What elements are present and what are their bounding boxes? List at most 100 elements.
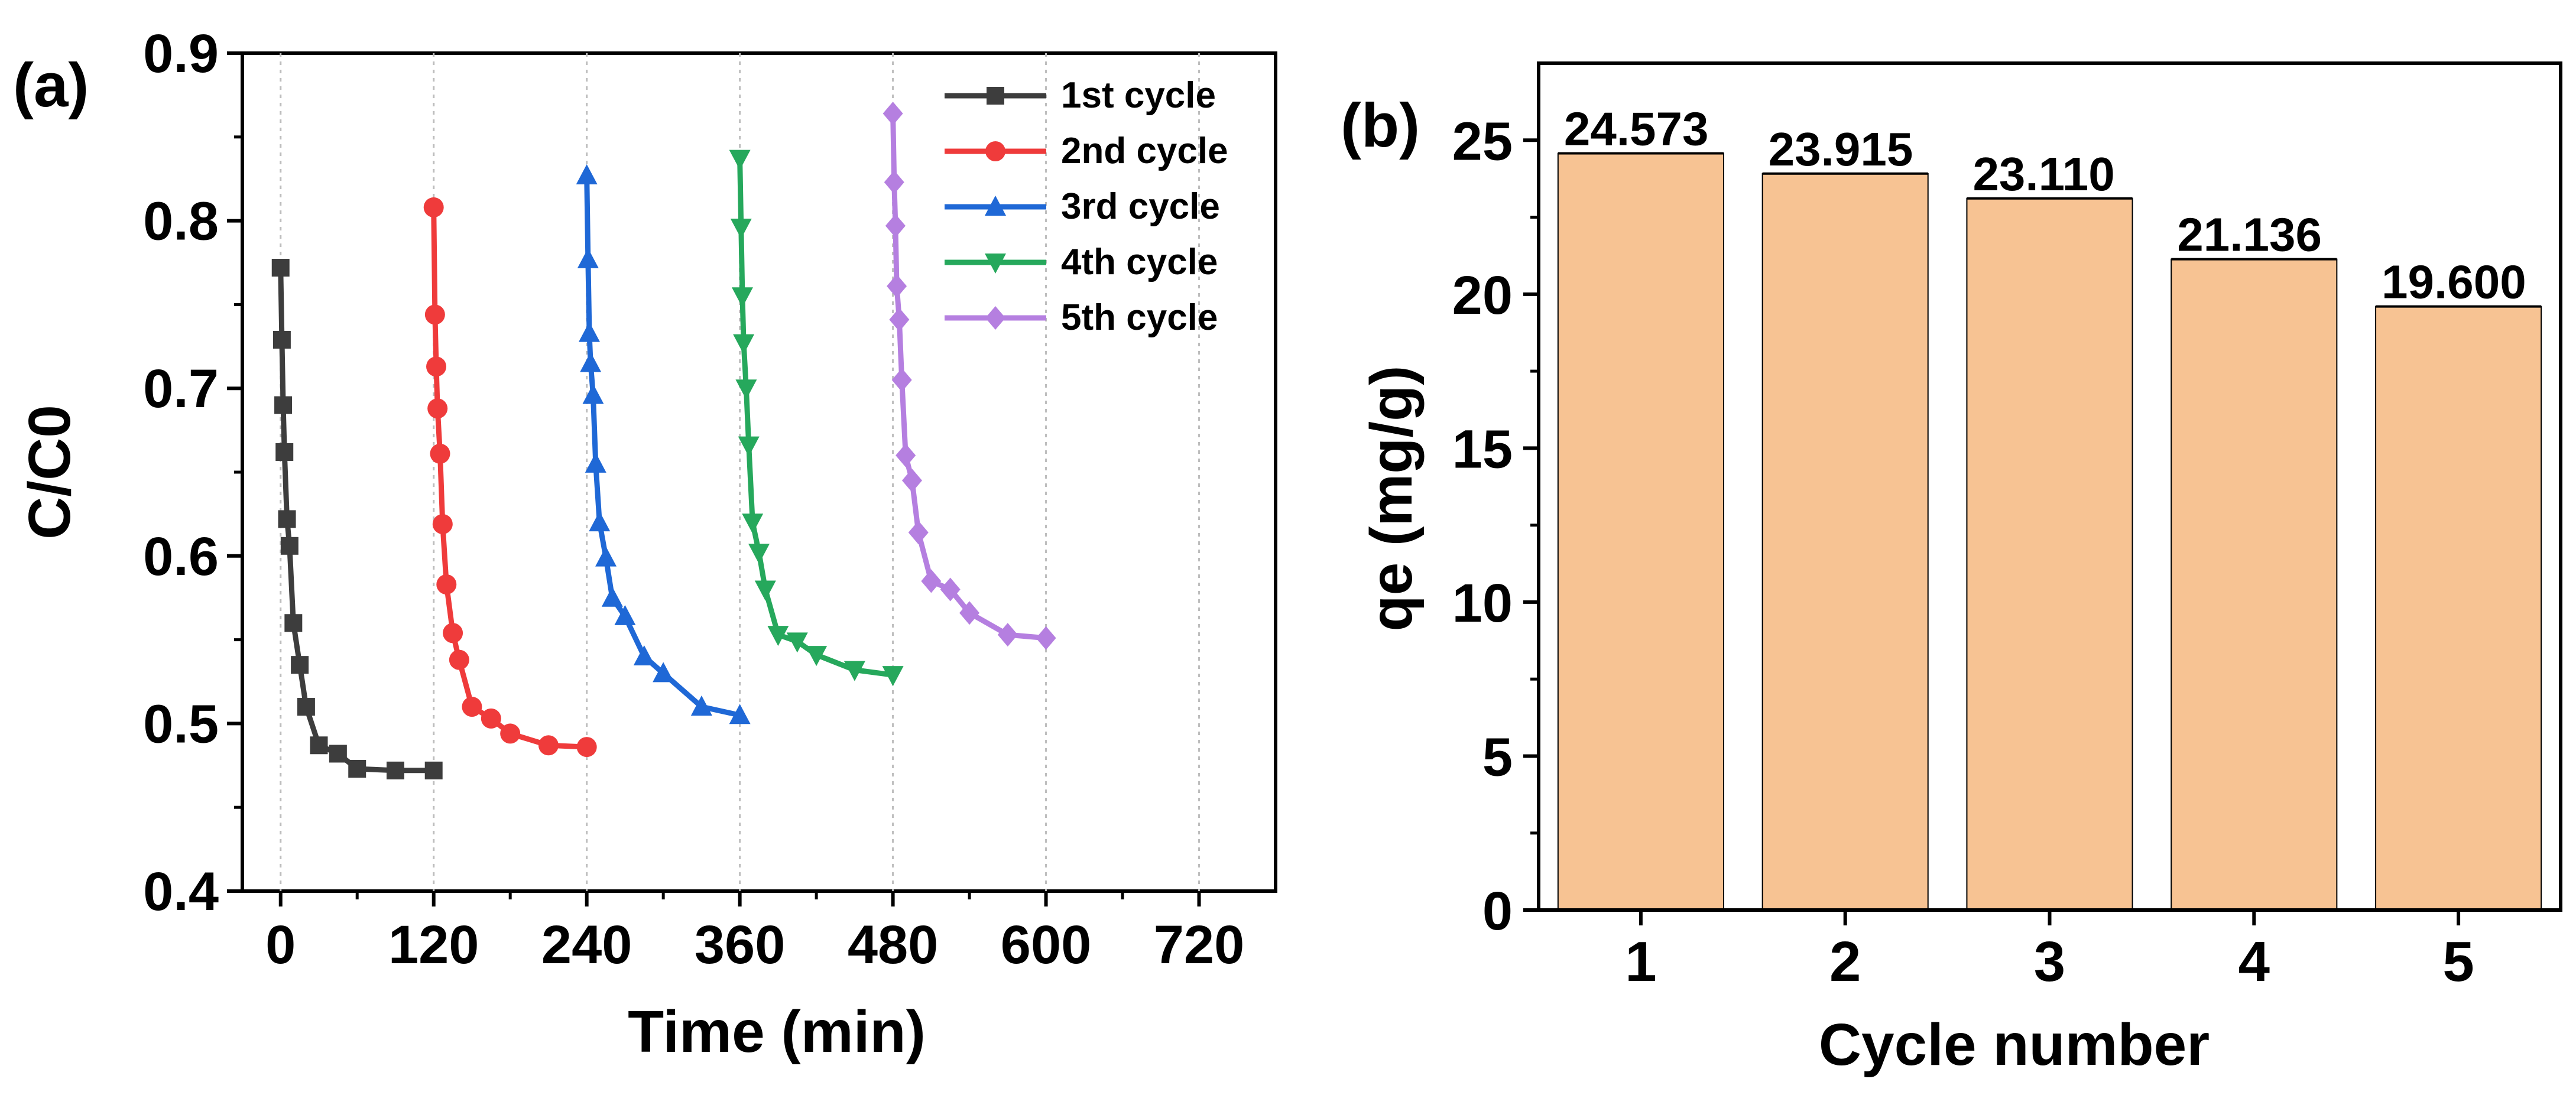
legend-marker-1 [987, 87, 1004, 105]
x-tick-label-4: 480 [848, 915, 939, 975]
series-3-point-6 [589, 511, 611, 532]
legend-marker-4 [985, 254, 1006, 274]
bar-3 [1966, 197, 2133, 911]
legend-marker-2 [985, 141, 1005, 161]
y-tick-label-5: 25 [1452, 111, 1513, 171]
y-tick-label-0: 0 [1482, 881, 1513, 941]
panel-a-axes: 0 120 240 360 480 600 720 0.4 0.5 0.6 0.7 0.8 0.9 [143, 24, 1244, 975]
bar-4 [2171, 258, 2338, 911]
series-3-line [584, 175, 741, 718]
series-5-point-11 [959, 601, 980, 625]
series-5-point-3 [887, 274, 907, 298]
x-tick-label-1: 1 [1625, 930, 1656, 993]
y-tick-label-5: 0.9 [143, 24, 219, 84]
series-2-point-4 [430, 443, 450, 464]
y-tick-label-2: 0.6 [143, 527, 219, 587]
series-1-point-11 [348, 759, 366, 778]
x-tick-label-5: 600 [1001, 915, 1092, 975]
legend-marker-5 [985, 306, 1005, 330]
series-1-point-2 [274, 396, 293, 414]
panel-a-legend: 1st cycle 2nd cycle 3rd cycle 4th cycle 5th … [945, 75, 1228, 338]
series-4-point-1 [730, 218, 752, 239]
panel-a-label: (a) [13, 51, 89, 120]
legend-marker-3 [985, 196, 1006, 216]
series-5-point-5 [891, 368, 912, 392]
series-1 [271, 259, 443, 779]
x-tick-label-0: 0 [265, 915, 296, 975]
series-1-point-0 [271, 259, 290, 277]
series-5 [883, 102, 1056, 650]
panel-a-line-chart: (a) 0 120 240 360 480 600 720 0.4 0.5 0.6 0.7 0.8 0.… [13, 24, 1277, 1065]
series-3-point-9 [614, 605, 636, 625]
series-4-point-4 [735, 379, 757, 400]
series-2-point-13 [576, 737, 597, 758]
series-2-point-8 [449, 649, 469, 670]
series-5-point-7 [901, 469, 922, 493]
series-1-line [278, 267, 434, 774]
x-tick-label-3: 3 [2034, 930, 2065, 993]
series-2-point-3 [427, 398, 448, 419]
series-5-point-13 [1036, 626, 1056, 650]
series-4 [729, 150, 904, 687]
series-3-point-10 [633, 645, 655, 665]
x-tick-label-3: 360 [695, 915, 786, 975]
series-1-point-13 [424, 761, 443, 779]
legend-label-2: 2nd cycle [1061, 131, 1228, 171]
series-3-point-12 [690, 696, 712, 716]
series-2-point-2 [426, 356, 447, 377]
series-4-point-10 [786, 632, 808, 653]
panel-b-x-axis-label: Cycle number [1819, 1012, 2210, 1078]
series-4-point-11 [806, 646, 828, 667]
series-4-point-0 [729, 150, 751, 170]
series-2-point-1 [424, 304, 445, 325]
series-3-point-11 [653, 662, 674, 683]
series-4-point-8 [754, 580, 776, 601]
legend-label-4: 4th cycle [1061, 242, 1218, 282]
series-3-point-3 [580, 352, 602, 372]
panel-a-y-axis-label: C/C0 [17, 405, 83, 540]
series-3-point-4 [582, 384, 604, 404]
x-tick-label-2: 240 [541, 915, 632, 975]
series-1-point-5 [280, 537, 299, 555]
panel-b-bars: 24.573 23.915 23.110 21.136 19.600 [1557, 103, 2542, 911]
bar-data-label-5: 19.600 [2382, 256, 2526, 308]
series-4-point-5 [738, 436, 760, 457]
series-2-point-6 [436, 574, 457, 595]
series-3-point-5 [585, 452, 606, 473]
bar-data-label-2: 23.915 [1769, 123, 1913, 176]
bar-data-label-4: 21.136 [2177, 209, 2322, 261]
series-3-point-2 [578, 321, 600, 342]
series-2-point-10 [481, 708, 501, 729]
series-1-point-7 [291, 656, 309, 674]
y-tick-label-2: 10 [1452, 573, 1513, 633]
series-2-point-9 [462, 697, 482, 717]
y-tick-label-3: 0.7 [143, 359, 219, 419]
series-4-point-2 [731, 287, 753, 308]
series-3-point-1 [577, 248, 599, 268]
series-3-point-13 [729, 704, 751, 724]
series-5-point-8 [908, 521, 929, 545]
legend-label-1: 1st cycle [1061, 75, 1216, 116]
y-tick-label-4: 0.8 [143, 191, 219, 252]
series-3-point-7 [595, 546, 617, 567]
series-5-point-6 [896, 443, 916, 467]
series-1-point-8 [297, 698, 315, 716]
x-tick-label-2: 2 [1829, 930, 1861, 993]
series-4-point-13 [882, 666, 904, 687]
x-tick-label-6: 720 [1154, 915, 1245, 975]
series-5-point-4 [889, 307, 910, 332]
y-tick-label-3: 15 [1452, 419, 1513, 479]
series-4-point-9 [767, 626, 789, 646]
legend-label-3: 3rd cycle [1061, 186, 1220, 227]
series-1-point-10 [329, 745, 347, 763]
x-tick-label-4: 4 [2238, 930, 2270, 993]
panel-a-series [271, 102, 1056, 779]
y-tick-label-0: 0.4 [143, 862, 219, 922]
series-4-point-12 [843, 661, 865, 681]
panel-b-axes: 1 2 3 4 5 0 5 10 15 20 25 [1452, 111, 2474, 993]
series-5-point-10 [940, 577, 961, 602]
series-4-point-6 [742, 514, 764, 534]
series-2 [423, 197, 597, 758]
panel-b-label: (b) [1341, 91, 1420, 160]
series-4-point-7 [748, 544, 770, 564]
